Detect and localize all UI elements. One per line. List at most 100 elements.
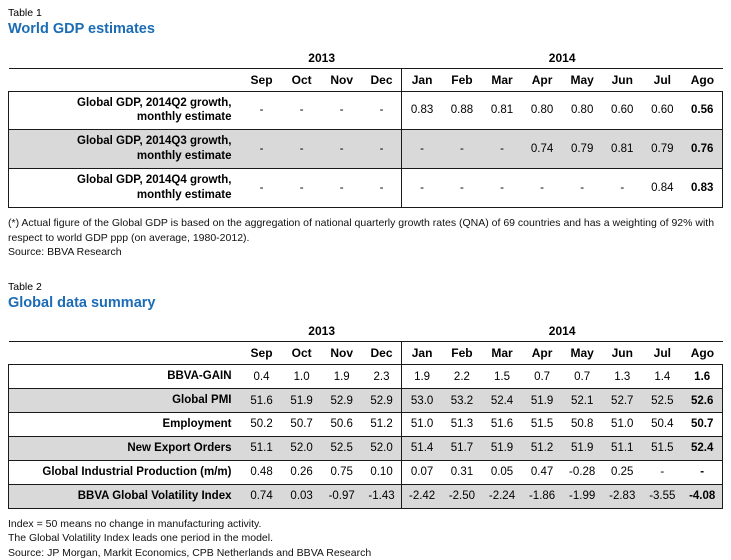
month-header: Nov [321, 67, 362, 92]
table-row: Global Industrial Production (m/m) 0.48 0.… [8, 459, 724, 485]
table1-footnotes: (*) Actual figure of the Global GDP is b… [8, 216, 723, 259]
value-cell: 0.03 [281, 483, 322, 509]
month-header: Ago [682, 67, 723, 92]
row-label-spacer [8, 341, 242, 365]
page: { "colors": { "title_blue": "#1b6cb5", "… [8, 7, 724, 559]
value-cell: 0.74 [241, 483, 282, 509]
year-label: 2014 [548, 50, 576, 65]
value-cell: 51.5 [522, 411, 563, 437]
value-cell: - [522, 168, 563, 209]
value-cell: 50.7 [682, 411, 724, 437]
month-header-row: Sep Oct Nov Dec Jan Feb Mar Apr May Jun Jul Ago [8, 67, 723, 92]
value-cell: 0.81 [481, 90, 523, 131]
value-cell: 52.7 [602, 388, 643, 413]
value-cell: -2.50 [441, 483, 482, 509]
month-header: Sep [241, 341, 282, 365]
table2-caption: Table 2 [8, 280, 42, 293]
value-cell: 52.5 [642, 388, 683, 413]
value-cell: - [481, 168, 523, 209]
value-cell: - [361, 90, 403, 131]
value-cell: 51.9 [481, 435, 523, 461]
value-cell: 53.2 [441, 388, 482, 413]
footnote: The Global Volatility Index leads one pe… [8, 532, 273, 545]
value-cell: -3.55 [642, 483, 683, 509]
row-label-spacer [9, 49, 242, 69]
value-cell: 51.1 [241, 435, 282, 461]
value-cell: 52.6 [682, 388, 724, 413]
global-data-summary-section: Table 2 Global data summary 2013 2014 Sep O… [8, 280, 724, 560]
table-row: Employment 50.2 50.7 50.6 51.2 51.0 51.3 51.6 51… [8, 411, 724, 437]
month-header: Jan [401, 67, 442, 92]
world-gdp-estimates-section: Table 1 World GDP estimates 2013 2014 Sep O… [8, 7, 724, 260]
month-header: Dec [361, 341, 403, 365]
value-cell: - [281, 168, 322, 209]
value-cell: 0.83 [401, 90, 442, 131]
month-header-row: Sep Oct Nov Dec Jan Feb Mar Apr May Jun Jul Ago [8, 341, 723, 365]
year-header-row: 2013 2014 [9, 322, 723, 342]
value-cell: - [321, 90, 362, 131]
value-cell: 51.0 [401, 411, 442, 437]
value-cell: - [481, 129, 523, 170]
row-label: Employment [8, 411, 242, 437]
value-cell: - [321, 168, 362, 209]
value-cell: 0.60 [602, 90, 643, 131]
month-header: Mar [481, 67, 523, 92]
value-cell: 2.3 [361, 364, 403, 390]
value-cell: 50.2 [241, 411, 282, 437]
month-header: Ago [682, 341, 723, 365]
value-cell: 0.84 [642, 168, 683, 209]
value-cell: 0.80 [522, 90, 563, 131]
value-cell: -2.83 [602, 483, 643, 509]
value-cell: 52.0 [361, 435, 403, 461]
value-cell: - [562, 168, 603, 209]
value-cell: - [401, 129, 442, 170]
value-cell: - [321, 129, 362, 170]
value-cell: 0.75 [321, 459, 362, 485]
value-cell: - [602, 168, 643, 209]
value-cell: 0.47 [522, 459, 563, 485]
value-cell: 0.25 [602, 459, 643, 485]
value-cell: - [441, 129, 482, 170]
month-header: Jul [642, 341, 683, 365]
report-page: Table 1 World GDP estimates 2013 2014 Sep O… [8, 7, 724, 560]
value-cell: 1.0 [281, 364, 322, 390]
month-header: Nov [321, 341, 362, 365]
row-label: Global PMI [8, 388, 242, 413]
value-cell: 1.9 [401, 364, 442, 390]
value-cell: - [361, 129, 403, 170]
value-cell: 0.7 [562, 364, 603, 390]
row-label: Global GDP, 2014Q3 growth, monthly estim… [8, 129, 242, 170]
month-header: Jun [602, 341, 643, 365]
month-header: Jun [602, 67, 643, 92]
value-cell: - [682, 459, 724, 485]
value-cell: - [241, 90, 282, 131]
value-cell: 52.4 [682, 435, 724, 461]
value-cell: 51.6 [241, 388, 282, 413]
table-row: Global PMI 51.6 51.9 52.9 52.9 53.0 53.2 52.4 51… [8, 388, 724, 413]
global-data-summary-table: 2013 2014 Sep Oct Nov Dec Jan Feb Mar Apr May Jun Ju… [8, 322, 724, 509]
value-cell: 0.79 [642, 129, 683, 170]
row-label: Global GDP, 2014Q4 growth, monthly estim… [8, 168, 242, 209]
value-cell: 0.80 [562, 90, 603, 131]
value-cell: - [281, 129, 322, 170]
row-label: New Export Orders [8, 435, 242, 461]
value-cell: 51.4 [401, 435, 442, 461]
value-cell: 52.4 [481, 388, 523, 413]
month-header: Apr [522, 341, 563, 365]
footnote: Source: JP Morgan, Markit Economics, CPB… [8, 546, 372, 559]
value-cell: 50.8 [562, 411, 603, 437]
year-label: 2013 [308, 324, 335, 339]
value-cell: 0.74 [522, 129, 563, 170]
value-cell: - [241, 168, 282, 209]
value-cell: - [241, 129, 282, 170]
value-cell: 0.31 [441, 459, 482, 485]
value-cell: 1.6 [682, 364, 724, 390]
year-label: 2013 [308, 50, 335, 65]
value-cell: -1.86 [522, 483, 563, 509]
row-label-spacer [8, 67, 242, 92]
month-header: Jul [642, 67, 683, 92]
value-cell: 0.48 [241, 459, 282, 485]
table-row: BBVA Global Volatility Index 0.74 0.03 -0.9… [8, 483, 724, 509]
month-header: Oct [281, 67, 322, 92]
value-cell: 51.7 [441, 435, 482, 461]
